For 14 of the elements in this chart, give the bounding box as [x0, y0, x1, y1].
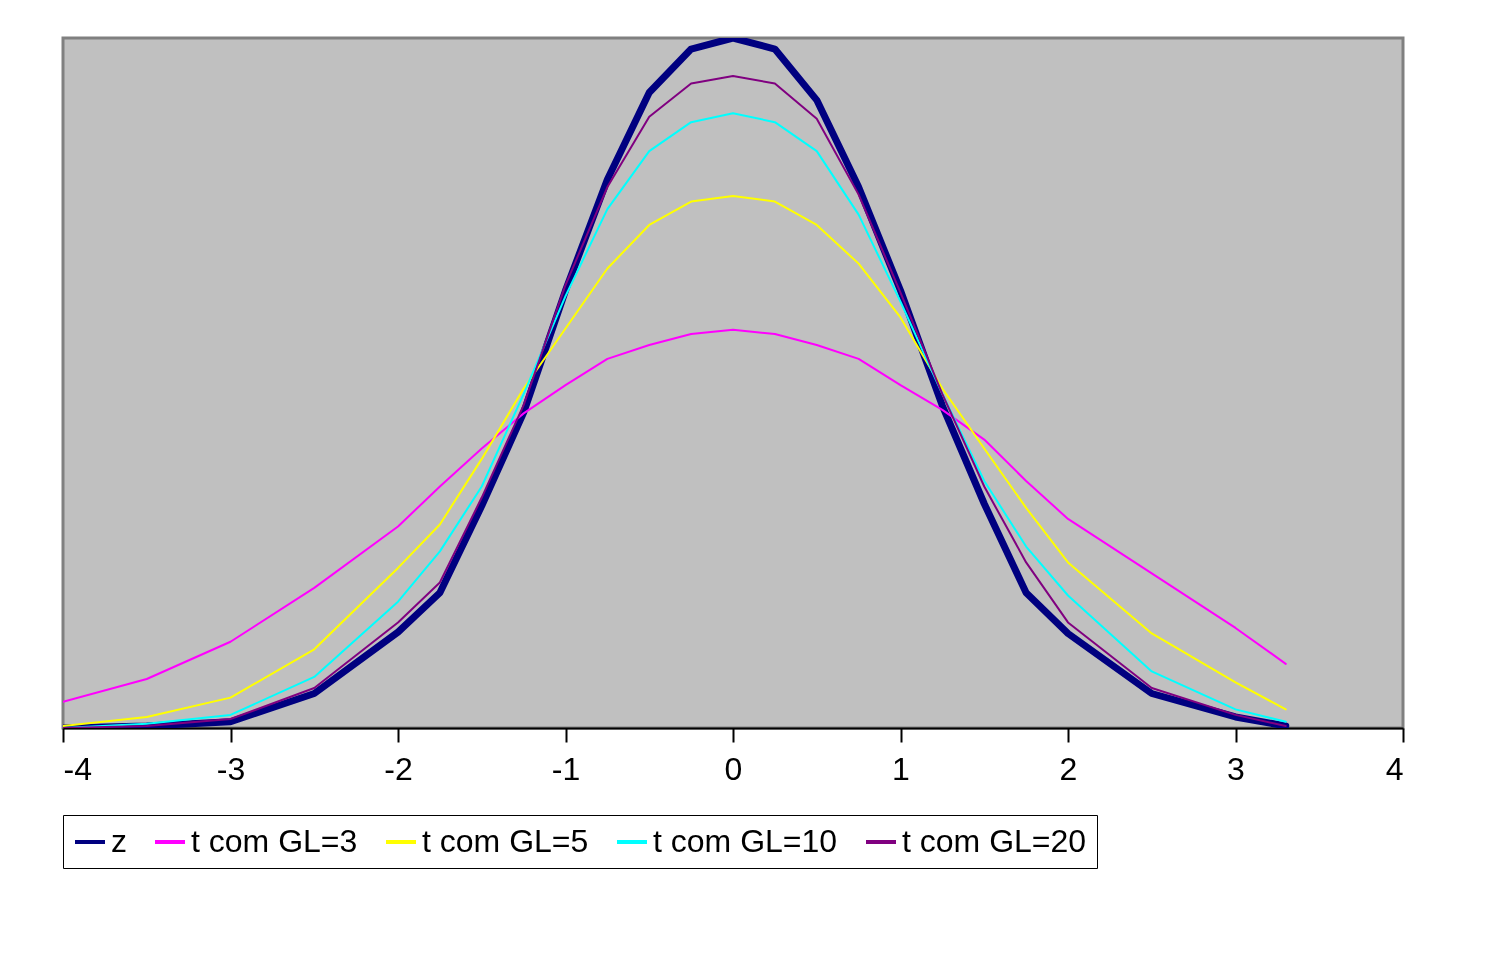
legend-label: t com GL=10 — [653, 823, 838, 859]
x-tick-label: 1 — [892, 750, 910, 787]
x-tick-label: -4 — [63, 750, 92, 787]
x-tick-label: 2 — [1059, 750, 1078, 787]
legend-label: z — [111, 823, 127, 859]
x-tick-label: 3 — [1227, 750, 1245, 787]
legend-label: t com GL=5 — [422, 823, 589, 859]
x-tick-label: -1 — [551, 750, 581, 787]
x-tick-label: -2 — [384, 750, 413, 787]
x-tick-label: 4 — [1385, 750, 1404, 787]
legend-label: t com GL=3 — [191, 823, 358, 859]
legend-label: t com GL=20 — [902, 823, 1087, 859]
x-tick-label: 0 — [724, 750, 743, 787]
x-tick-label: -3 — [216, 750, 246, 787]
